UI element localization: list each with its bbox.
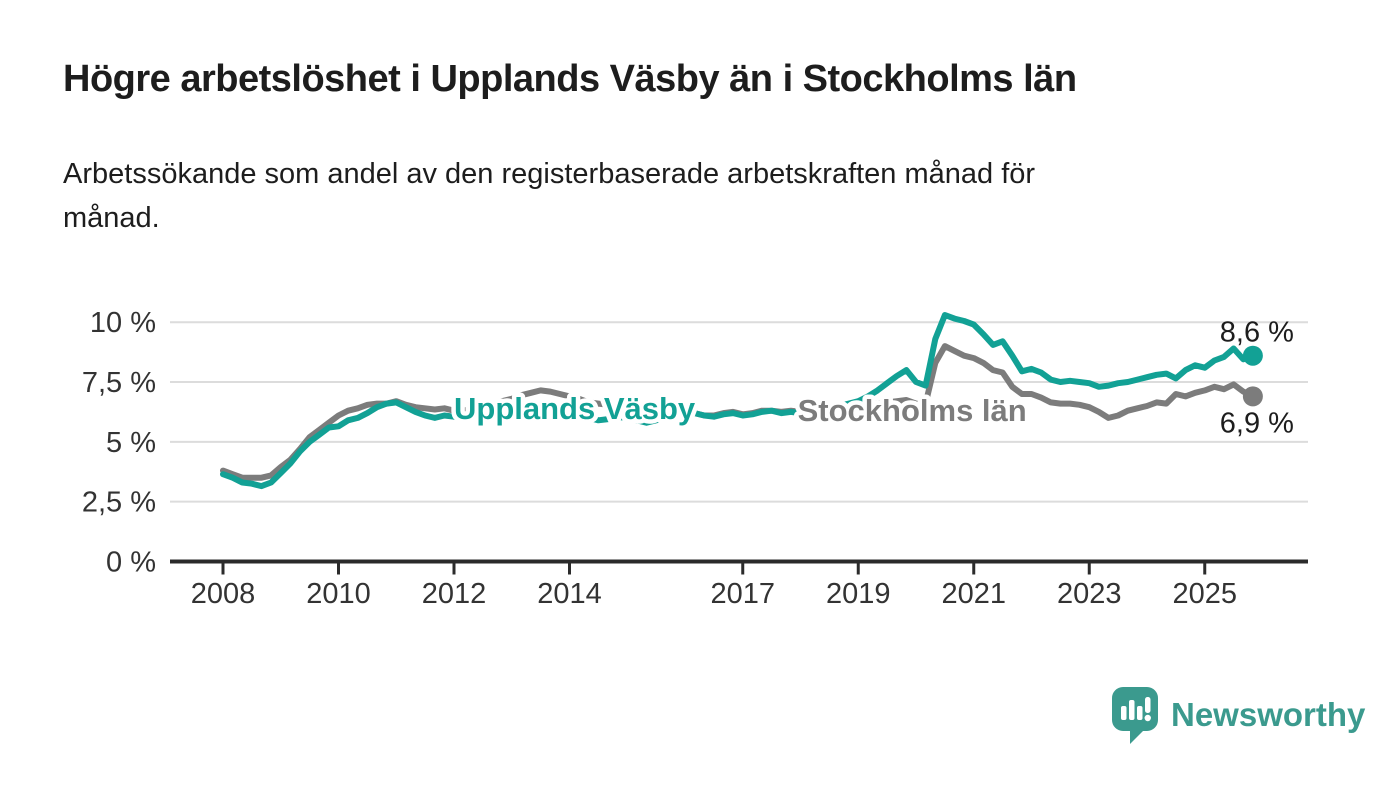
series-line-upplands-v-sby — [220, 312, 1256, 490]
series-end-value: 6,9 % — [1220, 407, 1294, 439]
x-axis-tick-label: 2021 — [941, 578, 1006, 610]
logo-bubble — [1112, 686, 1158, 744]
series-line-stockholms-l-n — [220, 343, 1256, 481]
y-axis-tick-label: 2,5 % — [82, 487, 156, 519]
series-name-label: Stockholms län — [798, 393, 1027, 428]
x-axis-tick-label: 2017 — [710, 578, 775, 610]
branding: Newsworthy — [1112, 684, 1365, 746]
y-axis-tick-label: 5 % — [106, 427, 156, 459]
chart-title: Högre arbetslöshet i Upplands Väsby än i… — [63, 58, 1077, 100]
series-name-label: Upplands Väsby — [454, 391, 696, 426]
x-axis-tick-label: 2014 — [537, 578, 602, 610]
series-end-dot — [1242, 386, 1263, 407]
x-axis-tick-label: 2019 — [826, 578, 891, 610]
x-axis-tick-label: 2025 — [1172, 578, 1237, 610]
y-axis-tick-label: 10 % — [90, 307, 156, 339]
x-axis-tick-label: 2023 — [1057, 578, 1122, 610]
logo-bars — [1121, 696, 1151, 721]
newsworthy-logo-icon — [1112, 686, 1158, 744]
branding-name: Newsworthy — [1171, 696, 1366, 733]
y-axis-tick-label: 7,5 % — [82, 367, 156, 399]
series-end-dot — [1242, 345, 1263, 366]
series-end-value: 8,6 % — [1220, 317, 1294, 349]
chart-subtitle: Arbetssökande som andel av den registerb… — [63, 158, 1036, 234]
x-axis-tick-label: 2008 — [191, 578, 256, 610]
x-axis-tick-label: 2010 — [306, 578, 371, 610]
x-axis-tick-label: 2012 — [422, 578, 487, 610]
y-axis-tick-label: 0 % — [106, 547, 156, 579]
